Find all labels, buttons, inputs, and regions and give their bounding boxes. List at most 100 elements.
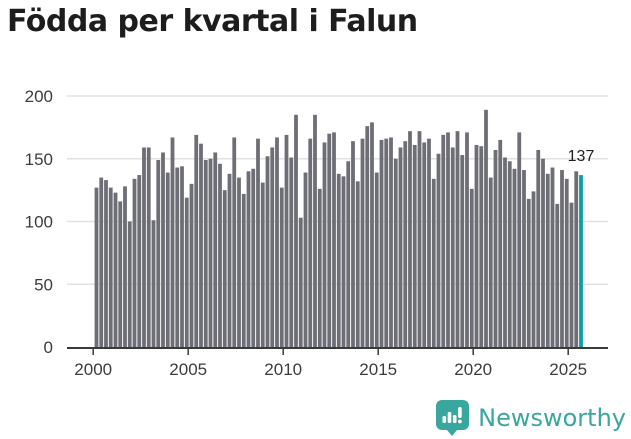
bar-2021-Q1	[493, 149, 498, 347]
bar-2015-Q3	[389, 137, 393, 347]
value-annotation: 137	[568, 148, 595, 165]
bar-2005-Q2	[194, 134, 199, 347]
newsworthy-logo-text: Newsworthy	[478, 404, 626, 432]
bar-2017-Q4	[431, 178, 436, 347]
bar-2006-Q1	[208, 158, 213, 347]
y-tick-label-50: 50	[34, 275, 53, 294]
bar-2011-Q3	[313, 114, 317, 347]
x-tick-label-2000: 2000	[74, 360, 112, 379]
bar-2019-Q1	[455, 131, 460, 347]
bar-2014-Q1	[360, 138, 365, 347]
bar-2021-Q3	[503, 157, 507, 347]
bar-2004-Q4	[184, 197, 189, 347]
bar-2007-Q3	[237, 177, 241, 347]
x-tick-label-2020: 2020	[454, 360, 492, 379]
bar-2013-Q3	[351, 141, 355, 347]
bar-2003-Q3	[161, 152, 165, 347]
bar-2014-Q2	[365, 126, 370, 348]
y-tick-label-100: 100	[25, 213, 53, 232]
bar-2016-Q2	[403, 141, 408, 347]
bar-2011-Q1	[303, 172, 308, 347]
bar-2010-Q1	[284, 134, 289, 347]
bar-2019-Q2	[460, 154, 465, 347]
bar-2015-Q2	[384, 138, 389, 347]
bar-2013-Q2	[346, 161, 351, 347]
bar-2006-Q3	[218, 163, 222, 347]
bar-2009-Q4	[279, 187, 284, 347]
bar-2003-Q2	[156, 160, 161, 347]
bar-2013-Q1	[341, 176, 346, 347]
bar-2018-Q3	[446, 132, 450, 347]
bar-2017-Q2	[422, 142, 427, 347]
bar-2002-Q2	[137, 175, 142, 347]
bar-2022-Q1	[512, 168, 517, 347]
bar-2025-Q2	[574, 171, 579, 347]
bar-2009-Q2	[270, 147, 275, 347]
bar-2008-Q3	[256, 138, 260, 347]
bar-2010-Q4	[298, 217, 303, 347]
bar-2025-Q1	[569, 202, 574, 347]
bar-2015-Q1	[379, 139, 384, 347]
bar-2020-Q2	[479, 146, 484, 347]
bubble-shape	[436, 400, 470, 436]
bar-2009-Q1	[265, 156, 270, 347]
bar-2024-Q2	[555, 203, 560, 347]
bar-2023-Q1	[531, 191, 536, 347]
chart-title: Födda per kvartal i Falun	[7, 4, 418, 39]
bar-2003-Q4	[165, 172, 170, 347]
bar-2007-Q2	[232, 137, 237, 347]
bar-2013-Q4	[355, 181, 360, 347]
bar-2002-Q3	[142, 147, 146, 347]
highlight-bar-2025-Q3	[579, 175, 583, 347]
bar-2004-Q3	[180, 166, 184, 347]
bar-2017-Q1	[417, 131, 422, 347]
bar-2006-Q2	[213, 152, 218, 347]
newsworthy-logo: Newsworthy	[436, 400, 626, 436]
bar-2022-Q4	[526, 198, 531, 347]
bar-2011-Q4	[317, 188, 322, 347]
bar-2011-Q2	[308, 138, 313, 347]
bar-2004-Q1	[170, 137, 175, 347]
bar-2001-Q3	[123, 186, 127, 347]
bar-2017-Q3	[427, 138, 431, 347]
bar-2016-Q3	[408, 131, 412, 347]
y-tick-label-150: 150	[25, 150, 53, 169]
bar-2001-Q4	[127, 221, 132, 347]
bar-2023-Q3	[541, 158, 545, 347]
y-tick-label-0: 0	[44, 338, 53, 357]
bar-2000-Q1	[94, 187, 99, 347]
bar-2005-Q1	[189, 183, 194, 347]
bar-2008-Q2	[251, 168, 256, 347]
bar-2016-Q4	[412, 144, 417, 347]
bar-2016-Q1	[398, 147, 403, 347]
bar-2020-Q1	[474, 144, 479, 347]
bar-2018-Q1	[436, 153, 441, 347]
bar-2003-Q1	[151, 220, 156, 347]
bar-2020-Q4	[488, 177, 493, 347]
bar-2019-Q4	[469, 188, 474, 347]
bar-2015-Q4	[393, 158, 398, 347]
bar-2005-Q3	[199, 143, 203, 347]
bar-2023-Q4	[545, 173, 550, 347]
bar-2022-Q2	[517, 132, 522, 347]
bar-2004-Q2	[175, 167, 180, 347]
bar-2000-Q3	[104, 180, 108, 347]
bar-2024-Q4	[564, 178, 569, 347]
x-tick-label-2010: 2010	[264, 360, 302, 379]
bar-2012-Q1	[322, 142, 327, 347]
bar-2014-Q3	[370, 122, 374, 347]
x-tick-label-2015: 2015	[359, 360, 397, 379]
bar-2002-Q1	[132, 178, 137, 347]
bar-2021-Q4	[507, 161, 512, 347]
bar-2000-Q4	[108, 187, 113, 347]
bar-2008-Q1	[246, 171, 251, 347]
bar-2007-Q4	[241, 193, 246, 347]
bar-2024-Q3	[560, 170, 564, 347]
bar-2005-Q4	[203, 160, 208, 347]
bar-2020-Q3	[484, 109, 488, 347]
bar-2012-Q2	[327, 133, 332, 347]
bar-2014-Q4	[374, 172, 379, 347]
bar-2000-Q2	[99, 177, 104, 347]
